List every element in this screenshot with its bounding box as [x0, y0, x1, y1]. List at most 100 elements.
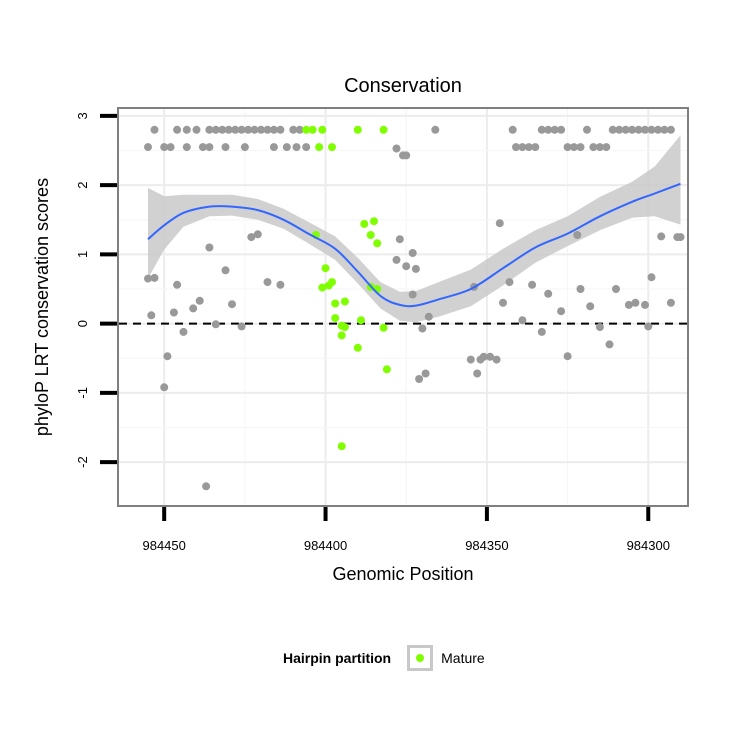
- other-point: [160, 383, 169, 392]
- other-point: [237, 322, 246, 331]
- other-point: [583, 125, 591, 134]
- other-point: [415, 375, 424, 383]
- legend-item-mature: Mature: [407, 645, 485, 671]
- other-point: [595, 323, 604, 332]
- other-point: [173, 280, 182, 289]
- other-point: [160, 143, 169, 152]
- y-tick-label: 0: [75, 320, 90, 327]
- series-mature-points: [302, 125, 391, 451]
- legend-key: [407, 645, 434, 671]
- other-point: [292, 143, 301, 152]
- other-point: [666, 125, 675, 134]
- other-point: [666, 298, 675, 307]
- other-point: [276, 280, 285, 289]
- other-point: [589, 143, 598, 152]
- other-point: [224, 125, 233, 134]
- other-point: [257, 125, 265, 134]
- mature-point: [328, 278, 336, 287]
- mature-point: [308, 125, 317, 134]
- other-point: [163, 352, 172, 361]
- other-point: [531, 143, 540, 152]
- other-point: [576, 285, 585, 293]
- other-point: [602, 143, 611, 152]
- other-point: [641, 300, 649, 309]
- other-point: [392, 144, 401, 153]
- legend: Hairpin partition Mature: [283, 640, 485, 676]
- other-point: [408, 290, 417, 299]
- mature-point: [353, 125, 362, 134]
- other-point: [641, 125, 649, 134]
- other-point: [499, 298, 507, 307]
- other-point: [218, 125, 227, 134]
- other-point: [269, 125, 278, 134]
- other-point: [518, 316, 527, 325]
- smooth-curve: [147, 182, 681, 308]
- other-point: [612, 285, 620, 293]
- legend-mature-dot-icon: [416, 654, 425, 662]
- mature-point: [353, 343, 362, 352]
- other-point: [263, 125, 272, 134]
- other-point: [192, 125, 201, 134]
- other-point: [550, 125, 559, 134]
- other-point: [615, 125, 624, 134]
- other-point: [421, 369, 430, 378]
- other-point: [492, 355, 501, 364]
- mature-point: [302, 125, 311, 134]
- other-point: [392, 255, 401, 264]
- mature-point: [366, 231, 375, 239]
- other-point: [631, 298, 640, 307]
- other-point: [479, 352, 488, 361]
- other-point: [395, 235, 404, 244]
- other-point: [563, 143, 572, 152]
- other-point: [237, 125, 246, 134]
- legend-label-mature: Mature: [441, 650, 485, 666]
- other-point: [634, 125, 643, 134]
- other-point: [657, 232, 666, 241]
- x-axis-label: Genomic Position: [332, 564, 473, 584]
- other-point: [431, 125, 440, 134]
- other-point: [211, 125, 220, 134]
- other-point: [211, 320, 220, 329]
- other-point: [544, 289, 553, 298]
- other-point: [586, 302, 595, 311]
- other-point: [402, 262, 411, 271]
- mature-point: [331, 299, 340, 308]
- x-tick-label: 984300: [627, 538, 670, 553]
- mature-point: [318, 283, 327, 292]
- other-point: [576, 143, 585, 152]
- mature-point: [340, 323, 349, 332]
- other-point: [182, 143, 191, 152]
- other-point: [205, 243, 214, 252]
- other-point: [173, 125, 182, 134]
- other-point: [198, 143, 207, 152]
- other-point: [495, 219, 504, 228]
- other-point: [289, 125, 298, 134]
- other-point: [676, 233, 685, 242]
- other-point: [424, 312, 433, 321]
- other-point: [276, 125, 285, 134]
- x-tick-label: 984450: [142, 538, 185, 553]
- other-point: [263, 278, 272, 287]
- mature-point: [340, 297, 349, 306]
- other-point: [557, 307, 566, 316]
- other-point: [221, 143, 230, 152]
- other-point: [179, 327, 188, 336]
- other-point: [654, 125, 662, 134]
- other-point: [628, 125, 637, 134]
- other-point: [466, 355, 475, 364]
- other-point: [608, 125, 617, 134]
- mature-point: [379, 125, 388, 134]
- other-point: [150, 273, 159, 282]
- mature-point: [360, 219, 369, 228]
- other-point: [647, 273, 656, 282]
- other-point: [302, 143, 311, 152]
- legend-title: Hairpin partition: [283, 650, 392, 666]
- other-point: [647, 125, 656, 134]
- other-point: [295, 125, 304, 134]
- other-point: [660, 125, 669, 134]
- chart-title: Conservation: [344, 75, 462, 97]
- other-point: [231, 125, 240, 134]
- other-point: [250, 125, 259, 134]
- other-point: [144, 274, 152, 283]
